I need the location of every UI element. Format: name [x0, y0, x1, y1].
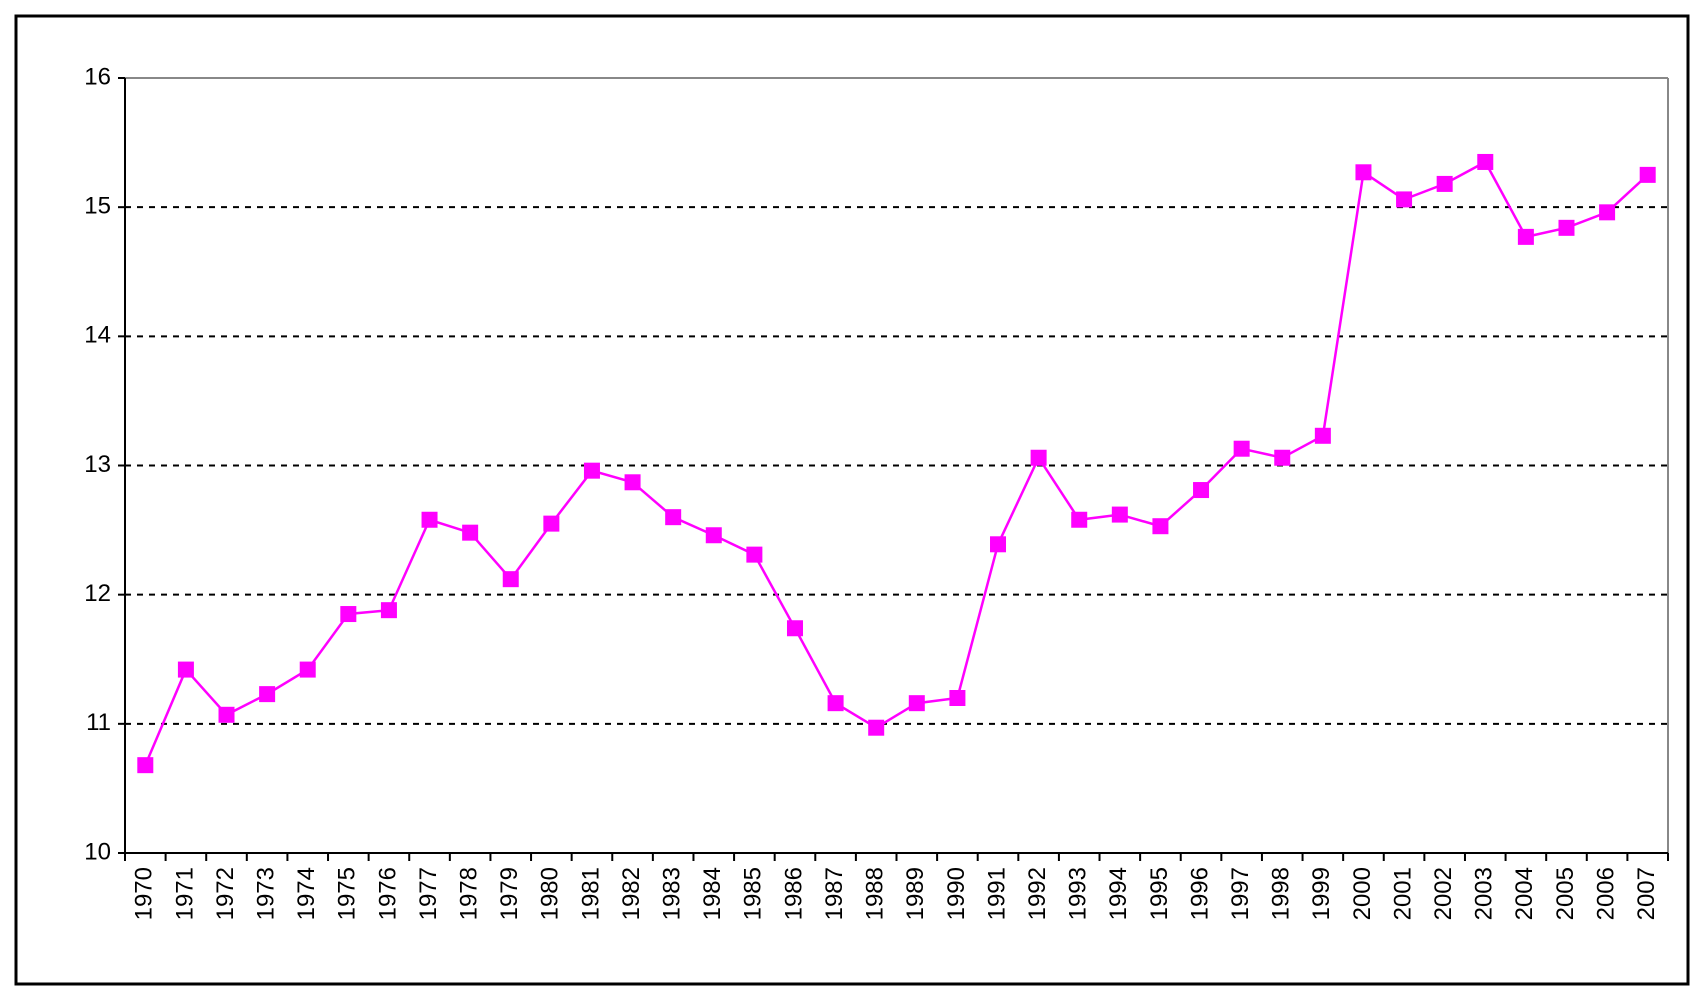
x-tick-label: 1974	[293, 867, 320, 920]
data-point	[1030, 449, 1047, 466]
x-tick-label: 1991	[983, 867, 1010, 920]
x-tick-label: 1998	[1268, 867, 1295, 920]
data-point	[1517, 228, 1534, 245]
y-tick-label: 15	[84, 193, 111, 220]
x-tick-label: 1988	[862, 867, 889, 920]
data-point	[1599, 204, 1616, 221]
data-point	[1396, 191, 1413, 208]
x-tick-label: 1972	[212, 867, 239, 920]
x-tick-label: 2006	[1592, 867, 1619, 920]
data-point	[705, 527, 722, 544]
data-point	[299, 661, 316, 678]
x-tick-label: 2005	[1552, 867, 1579, 920]
data-point	[908, 695, 925, 712]
data-point	[259, 686, 276, 703]
x-tick-label: 1978	[455, 867, 482, 920]
data-point	[583, 462, 600, 479]
x-tick-label: 2004	[1511, 867, 1538, 920]
x-tick-label: 1979	[496, 867, 523, 920]
chart-frame	[14, 14, 1690, 986]
x-tick-label: 1980	[537, 867, 564, 920]
x-tick-label: 1997	[1227, 867, 1254, 920]
x-tick-label: 1977	[415, 867, 442, 920]
data-point	[1639, 166, 1656, 183]
data-point	[502, 571, 519, 588]
data-point	[340, 606, 357, 623]
x-tick-label: 1984	[699, 867, 726, 920]
x-tick-label: 2001	[1389, 867, 1416, 920]
data-point	[421, 511, 438, 528]
data-point	[1111, 506, 1128, 523]
x-tick-label: 1999	[1308, 867, 1335, 920]
y-tick-label: 11	[86, 709, 111, 736]
data-point	[1274, 449, 1291, 466]
data-point	[1314, 427, 1331, 444]
data-point	[1355, 164, 1372, 181]
x-tick-label: 1994	[1105, 867, 1132, 920]
y-tick-label: 16	[84, 63, 111, 90]
x-tick-label: 1995	[1146, 867, 1173, 920]
data-point	[543, 515, 560, 532]
x-tick-label: 1971	[171, 867, 198, 920]
x-tick-label: 1992	[1024, 867, 1051, 920]
data-point	[177, 661, 194, 678]
data-point	[1477, 153, 1494, 170]
x-tick-label: 1973	[252, 867, 279, 920]
x-tick-label: 2007	[1633, 867, 1660, 920]
data-point	[380, 602, 397, 619]
data-point	[1233, 440, 1250, 457]
data-point	[786, 620, 803, 637]
data-point	[1193, 482, 1210, 499]
data-point	[1558, 219, 1575, 236]
data-point	[1152, 518, 1169, 535]
x-tick-label: 1986	[780, 867, 807, 920]
data-point	[462, 524, 479, 541]
x-tick-label: 1996	[1186, 867, 1213, 920]
x-tick-label: 2003	[1471, 867, 1498, 920]
x-tick-label: 1982	[618, 867, 645, 920]
x-tick-label: 1987	[821, 867, 848, 920]
data-point	[624, 474, 641, 491]
x-tick-label: 1989	[902, 867, 929, 920]
x-tick-label: 1983	[659, 867, 686, 920]
data-point	[665, 509, 682, 526]
data-point	[949, 690, 966, 706]
x-tick-label: 2002	[1430, 867, 1457, 920]
y-tick-label: 10	[84, 838, 111, 865]
data-point	[1071, 511, 1088, 528]
data-point	[827, 695, 844, 712]
data-point	[218, 706, 235, 723]
y-tick-label: 13	[84, 451, 111, 478]
y-tick-label: 14	[84, 322, 111, 349]
x-tick-label: 1990	[943, 867, 970, 920]
x-tick-label: 1981	[577, 867, 604, 920]
x-tick-label: 1976	[374, 867, 401, 920]
data-point	[990, 536, 1007, 553]
x-tick-label: 1975	[334, 867, 361, 920]
data-point	[1436, 175, 1453, 192]
data-point	[137, 757, 154, 774]
x-tick-label: 1993	[1065, 867, 1092, 920]
data-point	[746, 546, 763, 563]
data-point	[868, 719, 885, 736]
x-tick-label: 2000	[1349, 867, 1376, 920]
y-tick-label: 12	[84, 580, 111, 607]
x-tick-label: 1985	[740, 867, 767, 920]
x-tick-label: 1970	[131, 867, 158, 920]
